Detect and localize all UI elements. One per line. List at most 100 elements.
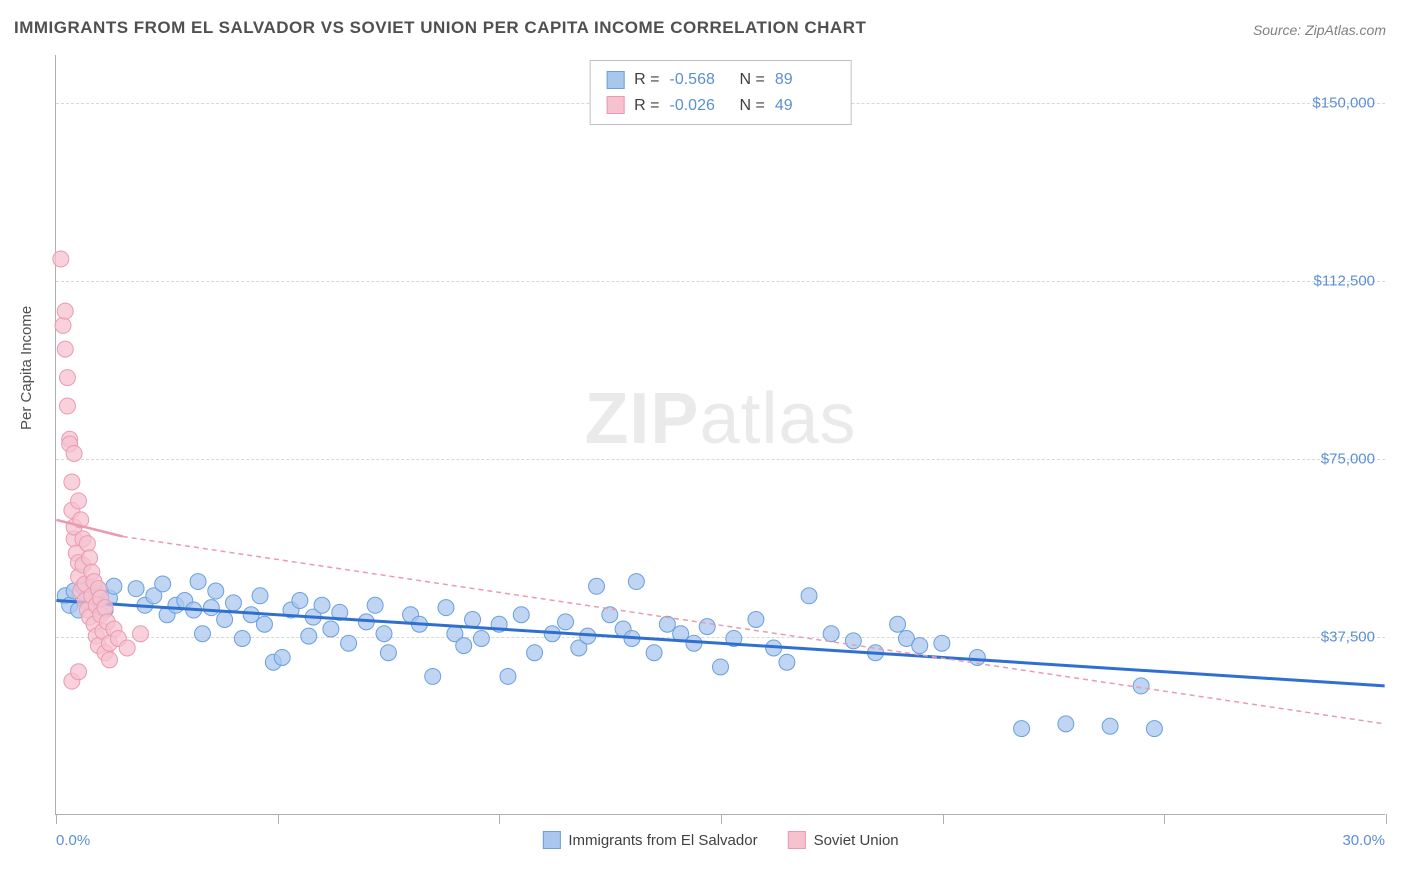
scatter-point (194, 626, 210, 642)
scatter-point (367, 597, 383, 613)
scatter-point (102, 652, 118, 668)
source-label: Source: (1253, 22, 1301, 38)
scatter-point (155, 576, 171, 592)
scatter-point (845, 633, 861, 649)
scatter-point (628, 574, 644, 590)
scatter-point (801, 588, 817, 604)
scatter-point (465, 612, 481, 628)
scatter-point (59, 398, 75, 414)
scatter-svg (56, 55, 1385, 814)
scatter-point (456, 638, 472, 654)
legend-bottom: Immigrants from El Salvador Soviet Union (542, 831, 898, 849)
scatter-point (912, 638, 928, 654)
source-value: ZipAtlas.com (1305, 22, 1386, 38)
scatter-point (71, 493, 87, 509)
scatter-point (274, 649, 290, 665)
scatter-point (1133, 678, 1149, 694)
r-label: R = (634, 67, 659, 93)
scatter-point (323, 621, 339, 637)
scatter-point (106, 578, 122, 594)
scatter-point (1102, 718, 1118, 734)
scatter-point (558, 614, 574, 630)
scatter-point (823, 626, 839, 642)
scatter-point (133, 626, 149, 642)
legend-item-2: Soviet Union (788, 831, 899, 849)
x-tick (499, 814, 500, 824)
scatter-point (659, 616, 675, 632)
r-value-2: -0.026 (670, 93, 730, 119)
scatter-point (256, 616, 272, 632)
scatter-point (203, 600, 219, 616)
n-value-2: 49 (775, 93, 835, 119)
x-tick (56, 814, 57, 824)
scatter-point (66, 445, 82, 461)
plot-area: ZIPatlas $37,500$75,000$112,500$150,000 … (55, 55, 1385, 815)
scatter-point (190, 574, 206, 590)
scatter-point (699, 619, 715, 635)
scatter-point (217, 612, 233, 628)
scatter-point (64, 474, 80, 490)
scatter-point (119, 640, 135, 656)
scatter-point (1146, 721, 1162, 737)
x-max-label: 30.0% (1342, 832, 1385, 849)
x-tick (943, 814, 944, 824)
scatter-point (779, 654, 795, 670)
scatter-point (208, 583, 224, 599)
scatter-point (646, 645, 662, 661)
scatter-point (252, 588, 268, 604)
stats-legend-box: R = -0.568 N = 89 R = -0.026 N = 49 (589, 60, 852, 125)
r-label-2: R = (634, 93, 659, 119)
scatter-point (1014, 721, 1030, 737)
legend-swatch-1 (542, 831, 560, 849)
x-tick (1164, 814, 1165, 824)
n-value-1: 89 (775, 67, 835, 93)
chart-title: IMMIGRANTS FROM EL SALVADOR VS SOVIET UN… (14, 18, 866, 38)
y-axis-title: Per Capita Income (18, 306, 35, 430)
legend-label-1: Immigrants from El Salvador (568, 832, 757, 849)
scatter-point (425, 668, 441, 684)
scatter-point (57, 341, 73, 357)
scatter-point (301, 628, 317, 644)
scatter-point (376, 626, 392, 642)
scatter-point (713, 659, 729, 675)
swatch-series-1 (606, 71, 624, 89)
scatter-point (1058, 716, 1074, 732)
x-min-label: 0.0% (56, 832, 90, 849)
scatter-point (748, 612, 764, 628)
scatter-point (234, 630, 250, 646)
scatter-point (225, 595, 241, 611)
scatter-point (71, 664, 87, 680)
legend-item-1: Immigrants from El Salvador (542, 831, 757, 849)
scatter-point (513, 607, 529, 623)
scatter-point (53, 251, 69, 267)
n-label: N = (740, 67, 765, 93)
x-tick (1386, 814, 1387, 824)
legend-label-2: Soviet Union (814, 832, 899, 849)
scatter-point (128, 581, 144, 597)
scatter-point (438, 600, 454, 616)
stats-row-1: R = -0.568 N = 89 (606, 67, 835, 93)
chart-container: IMMIGRANTS FROM EL SALVADOR VS SOVIET UN… (0, 0, 1406, 892)
chart-source: Source: ZipAtlas.com (1253, 22, 1386, 38)
x-tick (721, 814, 722, 824)
scatter-point (55, 317, 71, 333)
r-value-1: -0.568 (670, 67, 730, 93)
swatch-series-2 (606, 96, 624, 114)
n-label-2: N = (740, 93, 765, 119)
scatter-point (890, 616, 906, 632)
scatter-point (82, 550, 98, 566)
scatter-point (934, 635, 950, 651)
scatter-point (79, 536, 95, 552)
scatter-point (589, 578, 605, 594)
stats-row-2: R = -0.026 N = 49 (606, 93, 835, 119)
scatter-point (380, 645, 396, 661)
scatter-point (527, 645, 543, 661)
scatter-point (59, 370, 75, 386)
scatter-point (292, 593, 308, 609)
legend-swatch-2 (788, 831, 806, 849)
scatter-point (57, 303, 73, 319)
scatter-point (341, 635, 357, 651)
scatter-point (500, 668, 516, 684)
scatter-point (473, 630, 489, 646)
x-tick (278, 814, 279, 824)
